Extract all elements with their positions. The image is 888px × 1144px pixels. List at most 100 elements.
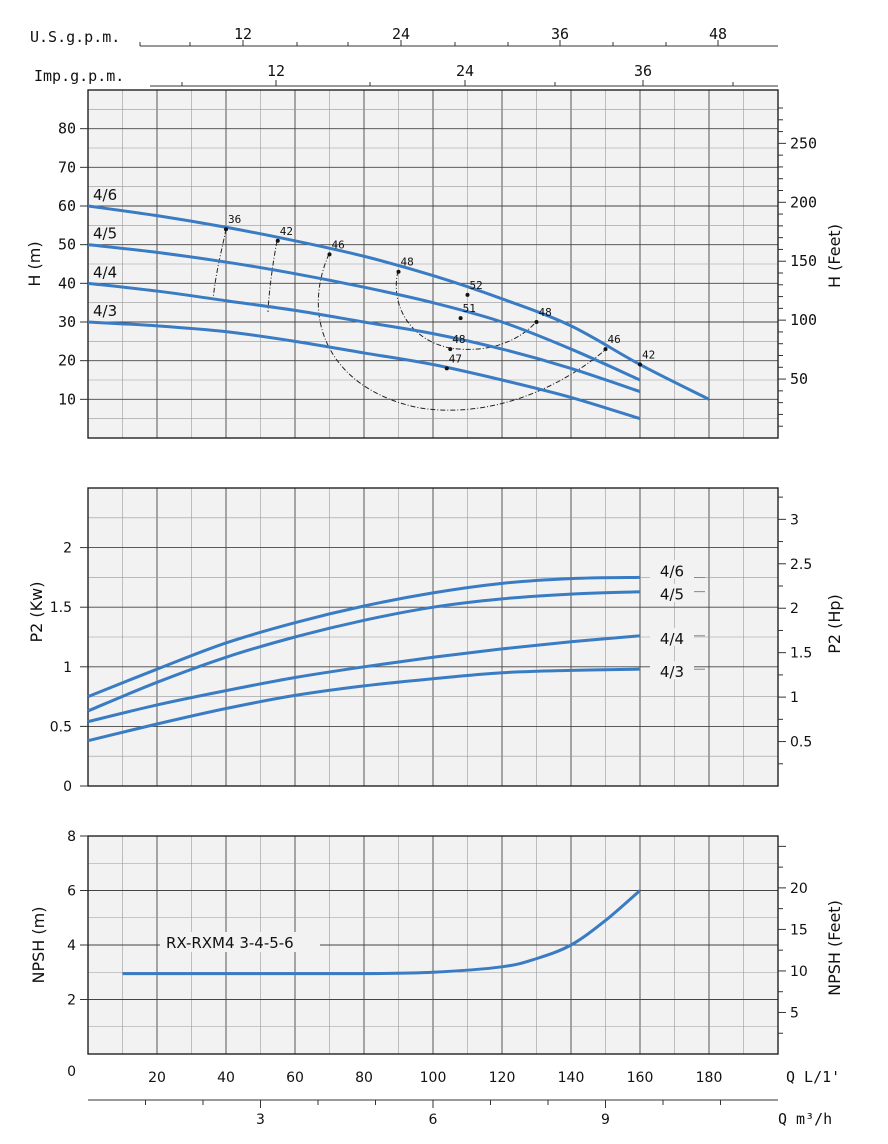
x-tick-label: 100 [420, 1070, 447, 1086]
x-axis-label: Q L/1' [786, 1068, 840, 1086]
power-ytick-right-label: 1.5 [790, 646, 812, 662]
power-ytick-right-label: 2.5 [790, 557, 812, 573]
power-ytick-label: 2 [63, 541, 72, 557]
head-ytick-label: 70 [58, 158, 76, 176]
eff-label: 47 [449, 352, 462, 365]
eff-point [224, 227, 228, 232]
head-ylabel-left: H (m) [25, 241, 44, 286]
power-ytick-label: 1 [63, 660, 72, 676]
npsh-series [122, 889, 641, 976]
power-ytick-label: 1.5 [50, 600, 72, 616]
m3h-axis-label: Q m³/h [778, 1110, 832, 1128]
npsh-ytick-right-label: 20 [790, 881, 808, 897]
m3h-tick-label: 9 [601, 1112, 610, 1128]
power-ylabel-left: P2 (Kw) [27, 582, 46, 643]
power-label-bg [650, 661, 694, 680]
head-ytick-label: 40 [58, 274, 76, 292]
m3h-tick-label: 6 [429, 1112, 438, 1128]
usgpm-tick-label: 48 [709, 25, 727, 43]
head-ytick-label: 80 [58, 120, 76, 138]
power-label-bg [650, 627, 694, 646]
eff-label: 46 [332, 238, 345, 251]
head-ytick-label: 10 [58, 390, 76, 408]
usgpm-tick-label: 12 [234, 25, 252, 43]
power-ytick-right-label: 2 [790, 601, 799, 617]
power-ytick-right-label: 0.5 [790, 735, 812, 751]
power-frame [87, 487, 779, 787]
x-tick-label: 60 [286, 1070, 304, 1086]
eff-label: 46 [608, 333, 621, 346]
power-label-bg [650, 560, 694, 579]
head-series-4-3 [87, 320, 641, 421]
eff-point [603, 347, 608, 352]
head-ytick-label: 20 [58, 352, 76, 370]
power-series-label: 4/4 [660, 630, 684, 648]
head-series-label: 4/5 [93, 225, 117, 243]
impgpm-tick-label: 24 [456, 62, 474, 80]
eff-point [327, 252, 332, 257]
head-series-4-6 [87, 204, 710, 401]
impgpm-tick-label: 36 [634, 62, 652, 80]
power-ylabel-right: P2 (Hp) [825, 594, 844, 654]
x-tick-label: 180 [696, 1070, 723, 1086]
npsh-series-label: RX-RXM4 3-4-5-6 [166, 934, 294, 952]
eff-point [448, 347, 453, 352]
head-series-4-4 [87, 281, 641, 394]
x-tick-label: 20 [148, 1070, 166, 1086]
npsh-ytick-label: 0 [67, 1064, 76, 1080]
head-ytick-label: 30 [58, 313, 76, 331]
power-series-4-6 [87, 575, 641, 698]
usgpm-tick-label: 24 [392, 25, 410, 43]
head-ylabel-right: H (Feet) [825, 224, 844, 288]
npsh-ytick-label: 8 [67, 829, 76, 845]
eff-label: 51 [463, 302, 476, 315]
power-series-4-4 [87, 634, 641, 724]
npsh-ytick-right-label: 15 [790, 922, 808, 938]
x-tick-label: 40 [217, 1070, 235, 1086]
power-series-4-5 [87, 590, 641, 713]
power-series-label: 4/3 [660, 663, 684, 681]
eff-point [458, 316, 463, 321]
x-tick-label: 160 [627, 1070, 654, 1086]
head-ytick-right-label: 50 [790, 370, 808, 388]
x-tick-label: 80 [355, 1070, 373, 1086]
eff-label: 42 [642, 349, 655, 362]
head-ytick-label: 50 [58, 236, 76, 254]
npsh-ytick-right-label: 10 [790, 964, 808, 980]
power-ytick-label: 0 [63, 779, 72, 795]
npsh-ytick-label: 6 [67, 884, 76, 900]
usgpm-tick-label: 36 [551, 25, 569, 43]
eff-point [444, 366, 449, 371]
head-series-label: 4/4 [93, 263, 117, 281]
power-ytick-right-label: 1 [790, 690, 799, 706]
head-frame [87, 89, 779, 439]
head-ytick-right-label: 250 [790, 134, 817, 152]
eff-point [396, 269, 401, 274]
npsh-ylabel-right: NPSH (Feet) [825, 900, 844, 996]
power-series-label: 4/5 [660, 586, 684, 604]
eff-label: 52 [470, 279, 483, 292]
usgpm-label: U.S.g.p.m. [30, 28, 120, 46]
head-ytick-right-label: 150 [790, 252, 817, 270]
npsh-ylabel-left: NPSH (m) [29, 907, 48, 984]
eff-point [275, 238, 280, 243]
eff-label: 48 [539, 306, 552, 319]
power-label-bg [650, 583, 694, 602]
npsh-ytick-label: 4 [67, 938, 76, 954]
eff-point [638, 362, 642, 367]
head-ytick-right-label: 100 [790, 311, 817, 329]
npsh-ytick-label: 2 [67, 993, 76, 1009]
eff-point [465, 292, 470, 297]
npsh-label-bg [160, 932, 320, 952]
head-ytick-right-label: 200 [790, 193, 817, 211]
m3h-tick-label: 3 [256, 1112, 265, 1128]
power-series-4-3 [87, 667, 641, 743]
head-series-4-5 [87, 243, 641, 382]
head-series-label: 4/6 [93, 186, 117, 204]
x-tick-label: 120 [489, 1070, 516, 1086]
npsh-ytick-right-label: 5 [790, 1005, 799, 1021]
impgpm-label: Imp.g.p.m. [34, 67, 124, 85]
power-ytick-label: 0.5 [50, 719, 72, 735]
power-ytick-right-label: 3 [790, 512, 799, 528]
